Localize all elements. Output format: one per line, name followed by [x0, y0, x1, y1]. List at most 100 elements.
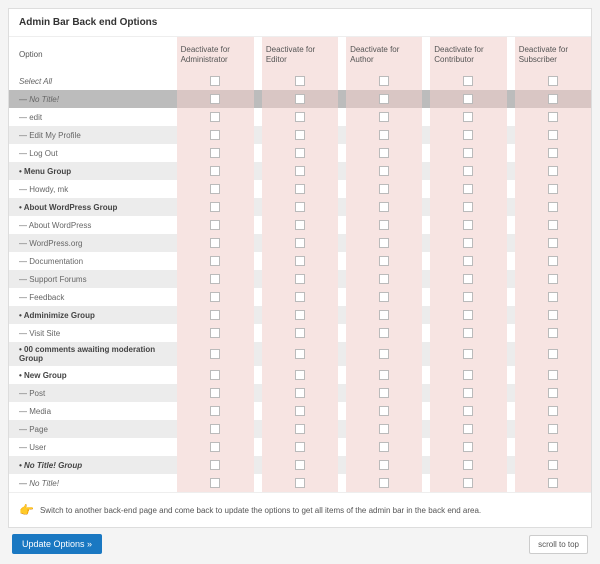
deactivate-checkbox[interactable] [210, 310, 220, 320]
deactivate-checkbox[interactable] [379, 349, 389, 359]
deactivate-checkbox[interactable] [379, 460, 389, 470]
deactivate-checkbox[interactable] [548, 478, 558, 488]
deactivate-checkbox[interactable] [379, 166, 389, 176]
deactivate-checkbox[interactable] [210, 406, 220, 416]
deactivate-checkbox[interactable] [210, 349, 220, 359]
update-options-button[interactable]: Update Options » [12, 534, 102, 554]
deactivate-checkbox[interactable] [463, 478, 473, 488]
deactivate-checkbox[interactable] [210, 328, 220, 338]
deactivate-checkbox[interactable] [379, 148, 389, 158]
deactivate-checkbox[interactable] [463, 292, 473, 302]
deactivate-checkbox[interactable] [295, 130, 305, 140]
deactivate-checkbox[interactable] [295, 274, 305, 284]
deactivate-checkbox[interactable] [548, 424, 558, 434]
deactivate-checkbox[interactable] [463, 112, 473, 122]
deactivate-checkbox[interactable] [548, 130, 558, 140]
deactivate-checkbox[interactable] [463, 460, 473, 470]
deactivate-checkbox[interactable] [295, 112, 305, 122]
deactivate-checkbox[interactable] [379, 478, 389, 488]
deactivate-checkbox[interactable] [210, 130, 220, 140]
deactivate-checkbox[interactable] [548, 220, 558, 230]
deactivate-checkbox[interactable] [379, 76, 389, 86]
deactivate-checkbox[interactable] [548, 388, 558, 398]
deactivate-checkbox[interactable] [548, 76, 558, 86]
deactivate-checkbox[interactable] [548, 328, 558, 338]
deactivate-checkbox[interactable] [463, 94, 473, 104]
deactivate-checkbox[interactable] [210, 478, 220, 488]
deactivate-checkbox[interactable] [295, 292, 305, 302]
scroll-to-top-button[interactable]: scroll to top [529, 535, 588, 554]
deactivate-checkbox[interactable] [463, 388, 473, 398]
deactivate-checkbox[interactable] [210, 442, 220, 452]
deactivate-checkbox[interactable] [548, 349, 558, 359]
deactivate-checkbox[interactable] [379, 442, 389, 452]
deactivate-checkbox[interactable] [210, 274, 220, 284]
deactivate-checkbox[interactable] [379, 388, 389, 398]
deactivate-checkbox[interactable] [463, 238, 473, 248]
deactivate-checkbox[interactable] [463, 184, 473, 194]
deactivate-checkbox[interactable] [379, 274, 389, 284]
deactivate-checkbox[interactable] [463, 148, 473, 158]
deactivate-checkbox[interactable] [463, 424, 473, 434]
deactivate-checkbox[interactable] [210, 148, 220, 158]
deactivate-checkbox[interactable] [295, 202, 305, 212]
deactivate-checkbox[interactable] [463, 442, 473, 452]
deactivate-checkbox[interactable] [548, 256, 558, 266]
deactivate-checkbox[interactable] [210, 370, 220, 380]
deactivate-checkbox[interactable] [210, 94, 220, 104]
deactivate-checkbox[interactable] [295, 148, 305, 158]
deactivate-checkbox[interactable] [379, 424, 389, 434]
deactivate-checkbox[interactable] [548, 238, 558, 248]
deactivate-checkbox[interactable] [548, 112, 558, 122]
deactivate-checkbox[interactable] [295, 310, 305, 320]
deactivate-checkbox[interactable] [210, 76, 220, 86]
deactivate-checkbox[interactable] [295, 442, 305, 452]
deactivate-checkbox[interactable] [210, 184, 220, 194]
deactivate-checkbox[interactable] [463, 349, 473, 359]
deactivate-checkbox[interactable] [210, 424, 220, 434]
deactivate-checkbox[interactable] [548, 292, 558, 302]
deactivate-checkbox[interactable] [463, 328, 473, 338]
deactivate-checkbox[interactable] [295, 424, 305, 434]
deactivate-checkbox[interactable] [295, 238, 305, 248]
deactivate-checkbox[interactable] [295, 220, 305, 230]
deactivate-checkbox[interactable] [463, 130, 473, 140]
deactivate-checkbox[interactable] [548, 184, 558, 194]
deactivate-checkbox[interactable] [548, 370, 558, 380]
deactivate-checkbox[interactable] [379, 328, 389, 338]
deactivate-checkbox[interactable] [463, 166, 473, 176]
deactivate-checkbox[interactable] [210, 460, 220, 470]
deactivate-checkbox[interactable] [463, 310, 473, 320]
deactivate-checkbox[interactable] [379, 220, 389, 230]
deactivate-checkbox[interactable] [210, 202, 220, 212]
deactivate-checkbox[interactable] [379, 406, 389, 416]
deactivate-checkbox[interactable] [295, 388, 305, 398]
deactivate-checkbox[interactable] [379, 112, 389, 122]
deactivate-checkbox[interactable] [379, 310, 389, 320]
deactivate-checkbox[interactable] [295, 94, 305, 104]
deactivate-checkbox[interactable] [379, 184, 389, 194]
deactivate-checkbox[interactable] [548, 442, 558, 452]
deactivate-checkbox[interactable] [379, 202, 389, 212]
deactivate-checkbox[interactable] [379, 130, 389, 140]
deactivate-checkbox[interactable] [210, 292, 220, 302]
deactivate-checkbox[interactable] [548, 460, 558, 470]
deactivate-checkbox[interactable] [548, 166, 558, 176]
deactivate-checkbox[interactable] [379, 256, 389, 266]
deactivate-checkbox[interactable] [295, 256, 305, 266]
deactivate-checkbox[interactable] [379, 292, 389, 302]
deactivate-checkbox[interactable] [295, 349, 305, 359]
deactivate-checkbox[interactable] [548, 148, 558, 158]
deactivate-checkbox[interactable] [463, 220, 473, 230]
deactivate-checkbox[interactable] [463, 256, 473, 266]
deactivate-checkbox[interactable] [379, 370, 389, 380]
deactivate-checkbox[interactable] [295, 328, 305, 338]
deactivate-checkbox[interactable] [295, 478, 305, 488]
deactivate-checkbox[interactable] [463, 274, 473, 284]
deactivate-checkbox[interactable] [295, 76, 305, 86]
deactivate-checkbox[interactable] [463, 406, 473, 416]
deactivate-checkbox[interactable] [295, 166, 305, 176]
deactivate-checkbox[interactable] [295, 184, 305, 194]
deactivate-checkbox[interactable] [210, 238, 220, 248]
deactivate-checkbox[interactable] [295, 406, 305, 416]
